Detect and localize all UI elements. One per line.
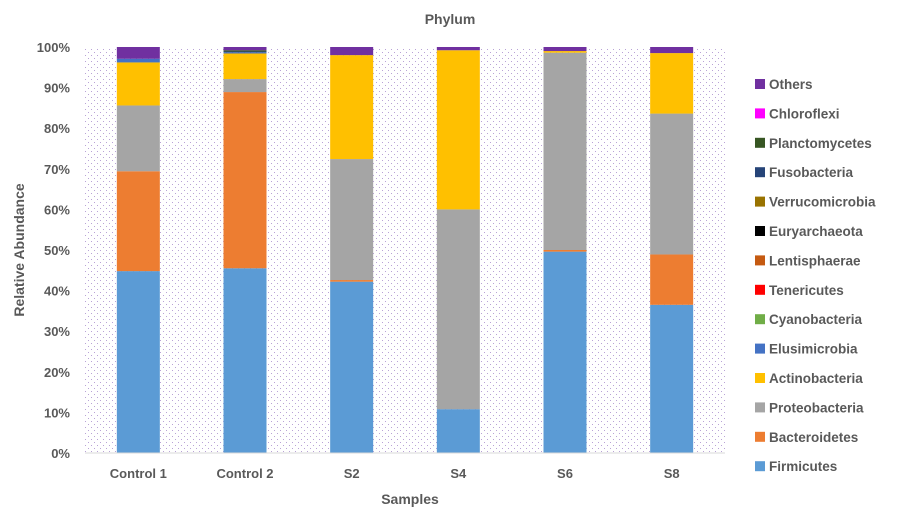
chart-title: Phylum	[425, 11, 476, 27]
bar-segment-actinobacteria	[223, 53, 267, 80]
x-tick-label: S6	[557, 466, 573, 481]
legend-label: Euryarchaeota	[769, 224, 863, 239]
y-tick-label: 10%	[44, 405, 70, 420]
legend-label: Others	[769, 77, 813, 92]
legend-label: Tenericutes	[769, 283, 844, 298]
y-axis-ticks: 0% 10% 20% 30% 40% 50% 60% 70% 80% 90% 100%	[37, 40, 71, 461]
legend-swatch	[755, 167, 765, 178]
legend-label: Verrucomicrobia	[769, 195, 876, 210]
bar-segment-others	[223, 47, 267, 51]
x-tick-label: Control 2	[216, 466, 273, 481]
y-tick-label: 80%	[44, 121, 70, 136]
legend-label: Chloroflexi	[769, 106, 840, 121]
legend-label: Cyanobacteria	[769, 312, 863, 327]
legend-swatch	[755, 284, 765, 295]
bar-segment-elusimicrobia	[116, 58, 160, 63]
legend-label: Actinobacteria	[769, 371, 863, 386]
legend-swatch	[755, 314, 765, 325]
y-tick-label: 100%	[37, 40, 71, 55]
bar-segment-bacteroidetes	[330, 280, 374, 282]
bar-segment-actinobacteria	[543, 51, 587, 53]
legend-swatch	[755, 431, 765, 442]
bar-segment-others	[543, 47, 587, 52]
x-axis-ticks: Control 1 Control 2 S2 S4 S6 S8	[110, 466, 680, 481]
x-tick-label: S4	[450, 466, 467, 481]
bar-segment-fusobacteria	[223, 51, 267, 53]
bar-segment-proteobacteria	[650, 113, 694, 255]
x-tick-label: S2	[344, 466, 360, 481]
legend-label: Fusobacteria	[769, 165, 854, 180]
bar-segment-proteobacteria	[116, 105, 160, 172]
legend-swatch	[755, 196, 765, 207]
x-tick-label: Control 1	[110, 466, 167, 481]
bar-segment-bacteroidetes	[543, 250, 587, 252]
bar-segment-bacteroidetes	[650, 254, 694, 305]
bar-segment-firmicutes	[116, 271, 160, 453]
legend-swatch	[755, 373, 765, 383]
legend-swatch	[755, 108, 765, 119]
y-axis-title: Relative Abundance	[11, 183, 27, 317]
x-axis-title: Samples	[381, 491, 439, 507]
legend-label: Elusimicrobia	[769, 342, 858, 357]
bar-segment-others	[330, 47, 374, 56]
legend-swatch	[755, 343, 765, 354]
y-tick-label: 50%	[44, 243, 70, 258]
legend-label: Bacteroidetes	[769, 430, 858, 445]
y-tick-label: 90%	[44, 81, 70, 96]
legend-swatch	[755, 255, 765, 266]
y-tick-label: 60%	[44, 202, 70, 217]
bar-segment-actinobacteria	[330, 55, 374, 160]
y-tick-label: 30%	[44, 324, 70, 339]
bar-segment-firmicutes	[436, 409, 480, 453]
bar-segment-planctomycetes	[223, 50, 267, 52]
bar-segment-others	[650, 47, 694, 54]
bar-segment-firmicutes	[223, 268, 267, 453]
legend-swatch	[755, 461, 765, 472]
bar-segment-proteobacteria	[330, 159, 374, 281]
legend: Others Chloroflexi Planctomycetes Fusobacte…	[755, 77, 876, 474]
plot-area-background	[85, 47, 725, 453]
bar-segment-firmicutes	[330, 281, 374, 453]
legend-label: Lentisphaerae	[769, 253, 861, 268]
bar-segment-bacteroidetes	[116, 171, 160, 272]
bar-segment-elusimicrobia	[223, 52, 267, 54]
legend-swatch	[755, 402, 765, 413]
bar-segment-proteobacteria	[436, 209, 480, 410]
bar-segment-actinobacteria	[650, 53, 694, 114]
bar-segment-actinobacteria	[436, 50, 480, 210]
y-tick-label: 70%	[44, 162, 70, 177]
y-tick-label: 0%	[51, 446, 70, 461]
y-tick-label: 20%	[44, 365, 70, 380]
bar-segment-proteobacteria	[223, 79, 267, 93]
bar-segment-proteobacteria	[543, 52, 587, 251]
bar-segment-others	[436, 47, 480, 51]
y-tick-label: 40%	[44, 284, 70, 299]
bar-segment-others	[116, 47, 160, 59]
bar-segment-bacteroidetes	[223, 92, 267, 269]
legend-label: Proteobacteria	[769, 400, 864, 415]
legend-swatch	[755, 226, 765, 236]
legend-swatch	[755, 79, 765, 89]
legend-swatch	[755, 137, 765, 148]
x-tick-label: S8	[664, 466, 680, 481]
legend-label: Planctomycetes	[769, 136, 872, 151]
bars	[116, 47, 694, 453]
bar-segment-firmicutes	[543, 251, 587, 453]
legend-label: Firmicutes	[769, 459, 837, 474]
bar-segment-actinobacteria	[116, 62, 160, 106]
bar-segment-firmicutes	[650, 304, 694, 453]
